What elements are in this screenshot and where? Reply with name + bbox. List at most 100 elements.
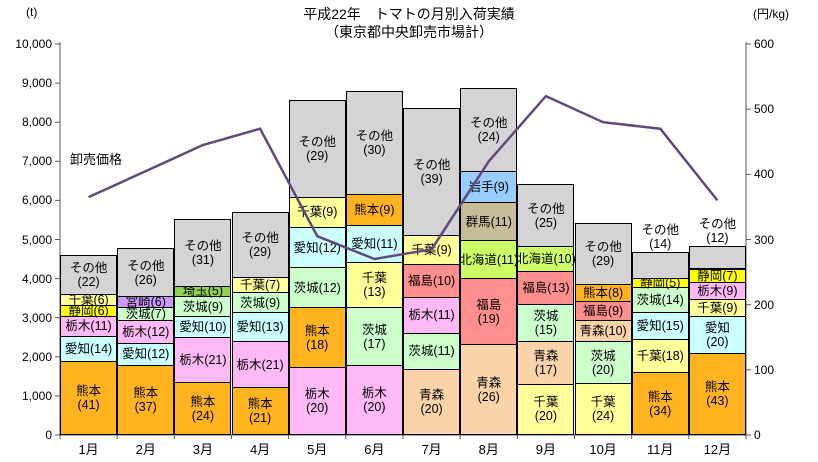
bar-segment-label: 愛知(10): [179, 319, 227, 334]
bar-segment-その他: その他 (22): [60, 254, 118, 296]
bar-4月: 熊本 (21) 栃木(21) 愛知(13) 茨城(9) 千葉(7) その他 (29): [231, 212, 289, 435]
bar-segment-熊本: 熊本 (37): [117, 365, 175, 435]
bar-segment-千葉: 千葉(6): [60, 293, 118, 307]
bar-segment-label: その他 (29): [298, 134, 336, 163]
bar-segment-千葉: 千葉 (20): [517, 383, 575, 435]
bar-segment-熊本: 熊本 (21): [231, 387, 289, 435]
bar-segment-青森: 青森 (20): [403, 368, 461, 435]
bar-segment-label: 栃木(12): [122, 325, 170, 340]
bar-segment-福島: 福島(10): [403, 264, 461, 299]
x-axis-label: 1月: [78, 442, 99, 457]
left-axis-tick: 10,000: [15, 37, 52, 51]
bar-segment-label: 栃木(11): [408, 308, 455, 323]
bar-segment-label: 青森(10): [579, 324, 627, 339]
x-axis-label: 6月: [364, 442, 385, 457]
bar-2月: 熊本 (37) 愛知(12) 栃木(12) 茨城(7) 宮崎(6) その他 (26): [117, 247, 175, 435]
bar-segment-label: 愛知(11): [351, 236, 398, 251]
left-axis-tick: 0: [45, 428, 52, 442]
bar-segment-label: 熊本 (34): [647, 389, 673, 418]
bar-6月: 栃木 (20) 茨城 (17) 千葉 (13) 愛知(11) 熊本(9) その他 (30): [345, 90, 403, 435]
bar-segment-label: 千葉(9): [297, 205, 338, 220]
bar-segment-label: 愛知(12): [122, 347, 170, 362]
bar-segment-label: その他 (39): [412, 157, 451, 186]
bar-segment-栃木: 栃木 (20): [345, 365, 403, 435]
bar-segment-愛知: 愛知(14): [60, 335, 118, 362]
bar-segment-label: 千葉(7): [239, 277, 281, 292]
bar-segment-label: 熊本 (37): [133, 386, 159, 415]
bar-segment-label: 福島(10): [407, 274, 456, 289]
chart-title: 平成22年 トマトの月別入荷実績: [303, 6, 515, 22]
bar-segment-その他: その他 (12): [688, 217, 746, 270]
bar-segment-その他: その他 (14): [631, 223, 689, 279]
left-axis-tick: 3,000: [21, 310, 52, 325]
bar-segment-label: 愛知(15): [636, 319, 684, 334]
bar-3月: 熊本 (24) 栃木(21) 愛知(10) 茨城(9) 埼玉(5) その他 (31): [174, 218, 232, 435]
bar-segment-青森: 青森 (17): [517, 341, 575, 385]
bar-11月: 熊本 (34) 千葉(18) 愛知(15) 茨城(14) 静岡(5) その他 (14): [631, 223, 689, 435]
bar-segment-千葉: 千葉(7): [231, 276, 289, 294]
right-axis-tick: 400: [754, 167, 775, 182]
bar-segment-label: 宮崎(6): [125, 295, 166, 310]
bar-segment-千葉: 千葉(9): [688, 298, 746, 317]
bar-segment-熊本: 熊本 (24): [174, 382, 232, 435]
bar-segment-愛知: 愛知(10): [174, 315, 232, 339]
bar-segment-栃木: 栃木(11): [60, 315, 118, 337]
bar-segment-label: 青森 (26): [476, 375, 502, 404]
bar-segment-label: 静岡(5): [640, 275, 681, 290]
bar-segment-熊本: 熊本 (41): [60, 360, 118, 435]
bar-segment-愛知: 愛知(11): [345, 224, 403, 264]
bar-segment-青森: 青森 (26): [460, 344, 518, 435]
bar-segment-その他: その他 (30): [345, 90, 403, 195]
bar-segment-千葉: 千葉 (24): [574, 383, 632, 435]
bar-segment-label: 熊本 (43): [704, 380, 730, 409]
bar-segment-北海道: 北海道(11): [459, 240, 518, 280]
bar-segment-label: 埼玉(5): [182, 284, 224, 299]
bar-segment-label: 愛知(12): [293, 240, 341, 255]
bar-segment-栃木: 栃木(12): [117, 320, 175, 344]
bar-segment-label: 茨城(11): [408, 344, 455, 359]
bar-segment-群馬: 群馬(11): [460, 202, 518, 242]
bar-segment-岩手: 岩手(9): [460, 171, 518, 204]
bar-segment-青森: 青森(10): [574, 320, 632, 343]
bar-segment-label: 栃木 (20): [304, 387, 330, 416]
bar-segment-千葉: 千葉(18): [631, 339, 689, 374]
bar-segment-label: 福島(13): [522, 281, 570, 296]
bar-segment-label: 静岡(6): [68, 303, 109, 318]
bar-segment-label: その他 (25): [527, 201, 565, 230]
bar-segment-label: 茨城(12): [293, 280, 341, 295]
bar-segment-label: 千葉 (13): [361, 271, 387, 300]
bar-segment-熊本: 熊本(8): [574, 284, 632, 303]
right-axis-tick: 200: [754, 297, 775, 312]
price-line-label: 卸売価格: [70, 152, 123, 167]
x-axis-label: 12月: [703, 442, 732, 457]
bar-segment-その他: その他 (29): [574, 223, 632, 286]
bar-segment-熊本: 熊本(9): [345, 193, 403, 226]
x-axis-label: 11月: [646, 442, 674, 457]
bar-segment-label: 千葉(9): [411, 243, 452, 258]
bar-10月: 千葉 (24) 茨城 (20) 青森(10) 福島(9) 熊本(8) その他 (29): [574, 223, 632, 435]
left-axis-tick: 8,000: [21, 115, 52, 130]
right-axis-unit: (円/kg): [753, 7, 790, 21]
bar-segment-label: 青森 (17): [533, 349, 559, 378]
bar-segment-福島: 福島(9): [574, 301, 632, 322]
bar-segment-label: その他 (29): [241, 230, 279, 259]
bar-segment-label: 熊本 (21): [247, 397, 273, 426]
bar-segment-label: 千葉 (20): [533, 395, 559, 424]
bar-segment-茨城: 茨城(9): [174, 296, 232, 317]
bar-segment-label: その他 (29): [584, 240, 622, 269]
bar-segment-label: 栃木(9): [697, 283, 738, 298]
bar-segment-label: 栃木(11): [65, 319, 112, 334]
bar-segment-北海道: 北海道(10): [516, 246, 576, 273]
bar-segment-福島: 福島 (19): [460, 278, 518, 346]
bar-segment-その他: その他 (25): [517, 183, 575, 248]
bar-segment-茨城: 茨城(14): [631, 286, 689, 314]
right-axis-tick: 500: [754, 102, 775, 117]
bar-segment-愛知: 愛知(15): [631, 312, 689, 341]
bar-segment-label: 熊本 (41): [76, 383, 102, 412]
bar-1月: 熊本 (41) 愛知(14) 栃木(11) 静岡(6) 千葉(6) その他 (22): [60, 254, 118, 435]
bar-segment-label: 千葉(9): [697, 300, 738, 315]
right-axis-tick: 600: [754, 37, 775, 51]
bar-segment-茨城: 茨城(9): [231, 292, 289, 314]
bar-segment-label: その他 (26): [126, 258, 165, 287]
left-axis-tick: 6,000: [21, 193, 52, 208]
